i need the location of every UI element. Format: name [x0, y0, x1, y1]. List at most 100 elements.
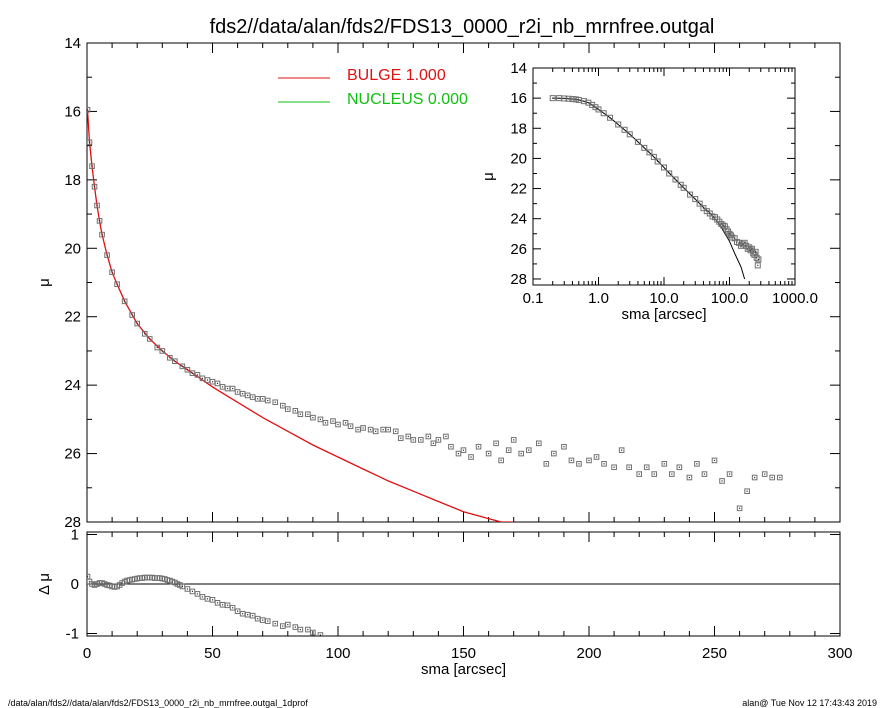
inset-data-point [565, 95, 572, 102]
inset-data-point-center [750, 249, 752, 251]
main-data-point [551, 450, 557, 457]
main-data-point-center [332, 420, 334, 422]
main-data-point [561, 443, 567, 450]
inset-model-line [552, 97, 746, 280]
main-data-point-center [93, 186, 96, 188]
main-data-point-center [696, 463, 698, 465]
main-data-point-center [149, 338, 151, 340]
main-data-point-center [638, 473, 640, 475]
chart-title: fds2//data/alan/fds2/FDS13_0000_r2i_nb_m… [210, 16, 715, 38]
inset-data-point-center [597, 108, 600, 111]
main-data-point [347, 423, 354, 429]
main-data-point-center [299, 413, 301, 415]
main-data-point [430, 440, 437, 447]
residual-data-point-center [312, 631, 314, 634]
main-data-point [505, 447, 512, 453]
inset-data-point [549, 95, 556, 102]
inset-data-point-center [757, 258, 759, 260]
main-data-point [385, 426, 391, 433]
main-data-point-center [621, 449, 623, 451]
inset-data-point [569, 96, 576, 103]
main-data-point [179, 363, 186, 370]
main-model-line [87, 109, 514, 522]
inset-data-point-center [637, 141, 639, 143]
main-data-point-center [274, 401, 276, 403]
main-data-point [460, 447, 467, 453]
residual-data-point-center [262, 619, 264, 621]
main-data-point-center [728, 473, 731, 475]
main-data-point-center [307, 413, 309, 415]
main-data-point [455, 450, 462, 457]
residual-data-point [310, 629, 316, 636]
main-data-point-center [242, 393, 244, 395]
inset-data-point-center [689, 193, 691, 196]
main-data-point-center [395, 430, 397, 432]
residual-data-point-center [226, 604, 229, 606]
main-data-point-center [513, 439, 515, 441]
residual-data-point-center [274, 623, 276, 625]
main-data-point-center [136, 322, 138, 325]
residual-data-point [305, 626, 311, 633]
main-data-point-center [678, 466, 680, 468]
main-data-point [184, 366, 191, 373]
main-data-point-center [87, 109, 89, 111]
main-data-point-center [96, 204, 98, 207]
main-data-point [264, 397, 271, 404]
inset-data-point-center [648, 151, 651, 153]
main-data-point [536, 440, 542, 447]
main-data-point [719, 478, 725, 484]
main-data-point-center [191, 372, 194, 374]
main-data-point-center [563, 446, 565, 448]
inset-data-point-center [753, 254, 756, 256]
main-data-point-center [746, 490, 748, 492]
main-data-point-center [201, 377, 204, 379]
residual-data-point-center [319, 634, 322, 636]
inset-data-point-center [668, 172, 670, 175]
main-data-point-center [106, 254, 108, 256]
main-data-point [91, 183, 98, 190]
main-data-point [761, 471, 768, 477]
main-data-point-center [91, 165, 93, 167]
legend-label-nucleus: NUCLEUS 0.000 [347, 91, 468, 108]
main-data-point-center [420, 439, 422, 441]
residual-data-point-center [216, 602, 219, 604]
main-data-point [96, 218, 103, 224]
main-data-point [661, 461, 668, 467]
main-data-point-center [779, 476, 781, 479]
main-data-point [297, 411, 304, 418]
main-data-point-center [101, 234, 103, 236]
main-data-point [342, 419, 349, 426]
inset-data-point-center [756, 257, 758, 259]
residual-data-point [249, 612, 256, 619]
inset-data-point [600, 110, 607, 117]
main-data-point [121, 298, 128, 305]
main-data-point-center [412, 439, 414, 441]
main-ytick-label: 16 [64, 103, 81, 120]
inset-data-point-center [563, 97, 565, 100]
main-data-point [510, 437, 517, 443]
main-data-point-center [111, 271, 113, 273]
inset-data-point-center [643, 147, 645, 149]
residual-data-point-center [196, 593, 199, 595]
residual-xtick-label: 250 [702, 645, 727, 662]
main-data-point [586, 457, 592, 464]
residual-data-point-center [242, 613, 244, 615]
main-data-point-center [226, 387, 229, 390]
inset-data-point [692, 196, 699, 203]
main-data-point [114, 281, 120, 288]
main-data-point-center [211, 381, 214, 383]
main-data-point-center [739, 507, 741, 509]
main-data-point [776, 474, 783, 481]
main-data-point-center [221, 386, 224, 388]
main-data-point [726, 471, 733, 477]
main-data-point-center [169, 357, 171, 359]
residual-data-point-center [294, 626, 296, 628]
residual-data-point-center [201, 596, 204, 598]
inset-data-point [753, 254, 760, 261]
inset-data-point [755, 256, 762, 263]
main-data-point [272, 399, 279, 406]
inset-ytick-label: 24 [510, 211, 527, 228]
main-data-point [310, 414, 316, 421]
inset-data-point-center [617, 123, 619, 126]
inset-data-point-center [583, 100, 585, 102]
